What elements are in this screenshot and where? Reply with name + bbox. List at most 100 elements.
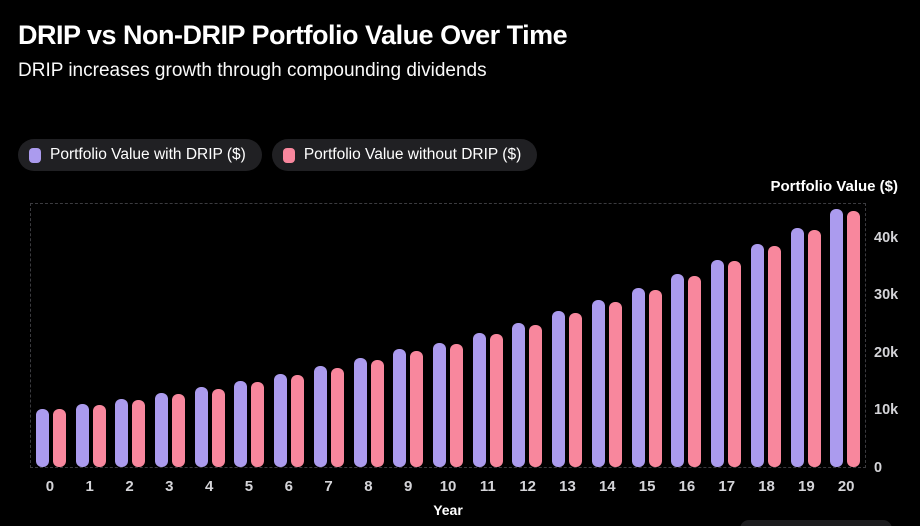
bar-group-year-9 [388, 204, 428, 467]
bar-without-drip-year-17[interactable] [728, 261, 742, 467]
x-tick-19: 19 [798, 478, 815, 495]
x-tick-2: 2 [125, 478, 134, 495]
y-tick-0: 0 [874, 460, 883, 476]
bar-group-year-12 [508, 204, 548, 467]
bar-without-drip-year-10[interactable] [450, 344, 464, 467]
x-tick-7: 7 [324, 478, 333, 495]
x-tick-8: 8 [364, 478, 373, 495]
bar-group-year-10 [428, 204, 468, 467]
bar-without-drip-year-14[interactable] [608, 302, 622, 467]
x-tick-12: 12 [519, 478, 536, 495]
bar-with-drip-year-10[interactable] [433, 343, 447, 467]
legend-swatch-icon [282, 147, 295, 163]
bar-without-drip-year-2[interactable] [132, 400, 146, 467]
legend-swatch-icon [29, 147, 41, 163]
bar-group-year-6 [269, 204, 309, 467]
bar-without-drip-year-12[interactable] [529, 325, 543, 467]
bar-group-year-4 [190, 204, 230, 467]
bar-group-year-19 [786, 204, 826, 467]
y-tick-10k: 10k [874, 402, 899, 419]
y-tick-40k: 40k [874, 229, 899, 246]
bar-with-drip-year-6[interactable] [274, 374, 288, 467]
x-tick-15: 15 [638, 478, 656, 495]
x-tick-16: 16 [678, 478, 696, 495]
bars-container [31, 204, 865, 467]
bar-group-year-20 [825, 204, 865, 467]
bar-with-drip-year-18[interactable] [750, 244, 764, 467]
page-title: DRIP vs Non-DRIP Portfolio Value Over Ti… [18, 20, 568, 50]
bottom-right-corner-shape [740, 520, 892, 526]
bar-with-drip-year-4[interactable] [194, 387, 208, 467]
x-tick-5: 5 [244, 478, 254, 495]
bar-without-drip-year-0[interactable] [52, 409, 66, 467]
bar-with-drip-year-17[interactable] [711, 260, 725, 467]
bar-group-year-17 [706, 204, 746, 467]
bar-without-drip-year-5[interactable] [251, 382, 265, 467]
x-tick-9: 9 [404, 478, 413, 495]
bar-group-year-16 [667, 204, 707, 467]
x-tick-11: 11 [479, 478, 496, 495]
bar-with-drip-year-8[interactable] [353, 358, 367, 467]
x-tick-4: 4 [204, 478, 214, 495]
bar-without-drip-year-6[interactable] [291, 375, 305, 467]
legend-label: Portfolio Value without DRIP ($) [303, 146, 522, 163]
bar-without-drip-year-9[interactable] [410, 351, 424, 467]
bar-group-year-0 [31, 204, 71, 467]
bar-with-drip-year-1[interactable] [75, 404, 89, 467]
bar-with-drip-year-0[interactable] [35, 409, 49, 467]
legend-label: Portfolio Value with DRIP ($) [50, 146, 246, 163]
bar-with-drip-year-5[interactable] [234, 381, 248, 467]
bar-without-drip-year-11[interactable] [489, 334, 503, 467]
bar-with-drip-year-13[interactable] [552, 311, 566, 467]
x-axis-title: Year [433, 502, 463, 518]
bar-with-drip-year-9[interactable] [393, 349, 407, 467]
legend-item-with-drip[interactable]: Portfolio Value with DRIP ($) [18, 139, 262, 171]
bar-with-drip-year-15[interactable] [631, 288, 645, 467]
plot-area [30, 203, 866, 468]
x-tick-10: 10 [439, 478, 457, 495]
bar-group-year-15 [627, 204, 667, 467]
page-subtitle: DRIP increases growth through compoundin… [18, 60, 487, 81]
bar-group-year-2 [110, 204, 150, 467]
bar-with-drip-year-7[interactable] [313, 366, 327, 467]
x-tick-13: 13 [559, 478, 576, 495]
y-tick-30k: 30k [874, 287, 899, 304]
bar-with-drip-year-12[interactable] [512, 323, 526, 467]
bar-with-drip-year-2[interactable] [115, 399, 129, 467]
x-tick-20: 20 [837, 478, 855, 495]
bar-group-year-13 [547, 204, 587, 467]
y-tick-20k: 20k [874, 344, 899, 361]
bar-group-year-5 [230, 204, 270, 467]
bar-with-drip-year-11[interactable] [472, 333, 486, 467]
bar-without-drip-year-15[interactable] [648, 290, 662, 467]
x-tick-6: 6 [284, 478, 293, 495]
x-tick-17: 17 [718, 478, 736, 495]
bar-without-drip-year-16[interactable] [688, 276, 702, 467]
bar-without-drip-year-20[interactable] [847, 211, 861, 467]
bar-without-drip-year-3[interactable] [172, 394, 186, 467]
x-tick-1: 1 [85, 478, 94, 495]
bar-group-year-1 [71, 204, 111, 467]
bar-group-year-14 [587, 204, 627, 467]
bar-without-drip-year-19[interactable] [807, 230, 821, 467]
bar-group-year-11 [468, 204, 508, 467]
x-tick-0: 0 [45, 478, 55, 495]
x-tick-3: 3 [165, 478, 174, 495]
x-tick-14: 14 [598, 478, 616, 495]
bar-with-drip-year-16[interactable] [671, 274, 685, 467]
bar-without-drip-year-8[interactable] [370, 360, 384, 467]
bar-without-drip-year-4[interactable] [211, 389, 225, 467]
bar-with-drip-year-14[interactable] [591, 300, 605, 467]
chart-legend: Portfolio Value with DRIP ($) Portfolio V… [18, 139, 538, 171]
x-axis-ticks: 0 1 2 3 4 5 6 7 8 9 10 11 12 13 14 15 16 17 18 19 20 [30, 478, 866, 495]
bar-without-drip-year-7[interactable] [330, 368, 344, 467]
bar-group-year-3 [150, 204, 190, 467]
bar-without-drip-year-13[interactable] [569, 313, 583, 467]
bar-group-year-8 [349, 204, 389, 467]
bar-with-drip-year-20[interactable] [830, 209, 844, 467]
legend-item-without-drip[interactable]: Portfolio Value without DRIP ($) [271, 139, 538, 171]
bar-with-drip-year-3[interactable] [155, 393, 169, 467]
bar-without-drip-year-1[interactable] [92, 405, 106, 467]
bar-without-drip-year-18[interactable] [767, 246, 781, 467]
bar-with-drip-year-19[interactable] [790, 228, 804, 467]
